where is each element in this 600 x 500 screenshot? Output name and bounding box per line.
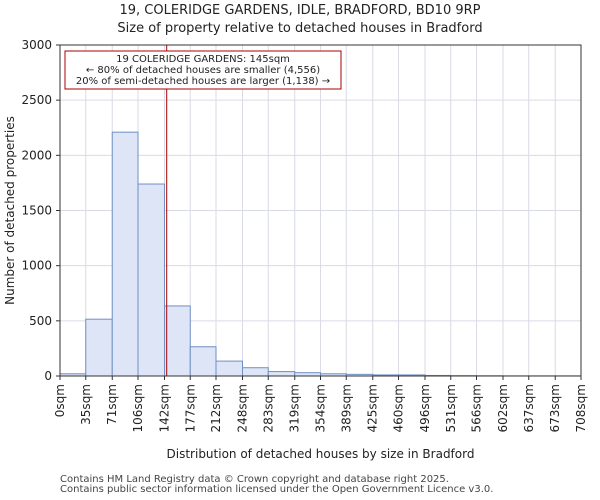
histogram-bar [189, 346, 217, 377]
x-tick-label: 566sqm [470, 384, 484, 432]
y-tick-label: 3000 [21, 38, 52, 52]
y-tick-label: 500 [29, 314, 52, 328]
y-axis-label: Number of detached properties [3, 116, 17, 305]
x-tick-label: 0sqm [53, 384, 67, 417]
histogram-bar [85, 318, 113, 377]
histogram-bar [137, 183, 165, 377]
x-tick-label: 708sqm [574, 384, 588, 432]
annotation-box [64, 50, 342, 90]
chart-subtitle: Size of property relative to detached ho… [117, 21, 483, 36]
annotation-line-2: ← 80% of detached houses are smaller (4,… [86, 65, 320, 76]
x-tick-label: 212sqm [209, 384, 223, 432]
x-tick-label: 283sqm [261, 384, 275, 432]
footer-copyright: Contains HM Land Registry data © Crown c… [60, 474, 449, 485]
histogram-bar [241, 367, 269, 377]
x-tick-label: 106sqm [131, 384, 145, 432]
x-tick-label: 425sqm [366, 384, 380, 432]
histogram-bar [267, 371, 296, 377]
histogram-bar [163, 305, 191, 377]
x-tick-label: 35sqm [79, 384, 93, 425]
x-tick-label: 460sqm [392, 384, 406, 432]
y-tick-label: 1500 [21, 204, 52, 218]
x-tick-label: 496sqm [418, 384, 432, 432]
x-tick-label: 602sqm [496, 384, 510, 432]
x-tick-label: 637sqm [522, 384, 536, 432]
x-axis-label: Distribution of detached houses by size … [167, 447, 475, 461]
histogram-bar [215, 360, 243, 377]
x-tick-label: 71sqm [105, 384, 119, 425]
x-tick-label: 248sqm [235, 384, 249, 432]
x-tick-label: 142sqm [157, 384, 171, 432]
x-tick-label: 177sqm [183, 384, 197, 432]
y-tick-label: 2000 [21, 148, 52, 162]
annotation-line-3: 20% of semi-detached houses are larger (… [76, 76, 330, 87]
annotation-line-1: 19 COLERIDGE GARDENS: 145sqm [116, 54, 290, 65]
x-tick-label: 319sqm [288, 384, 302, 432]
y-tick-label: 1000 [21, 259, 52, 273]
y-tick-label: 0 [44, 369, 52, 383]
footer-licence: Contains public sector information licen… [60, 484, 494, 495]
x-tick-label: 389sqm [339, 384, 353, 432]
y-tick-label: 2500 [21, 93, 52, 107]
chart-title: 19, COLERIDGE GARDENS, IDLE, BRADFORD, B… [119, 3, 481, 18]
histogram-bar [111, 131, 139, 377]
x-tick-label: 673sqm [548, 384, 562, 432]
x-tick-label: 354sqm [314, 384, 328, 432]
x-tick-label: 531sqm [444, 384, 458, 432]
